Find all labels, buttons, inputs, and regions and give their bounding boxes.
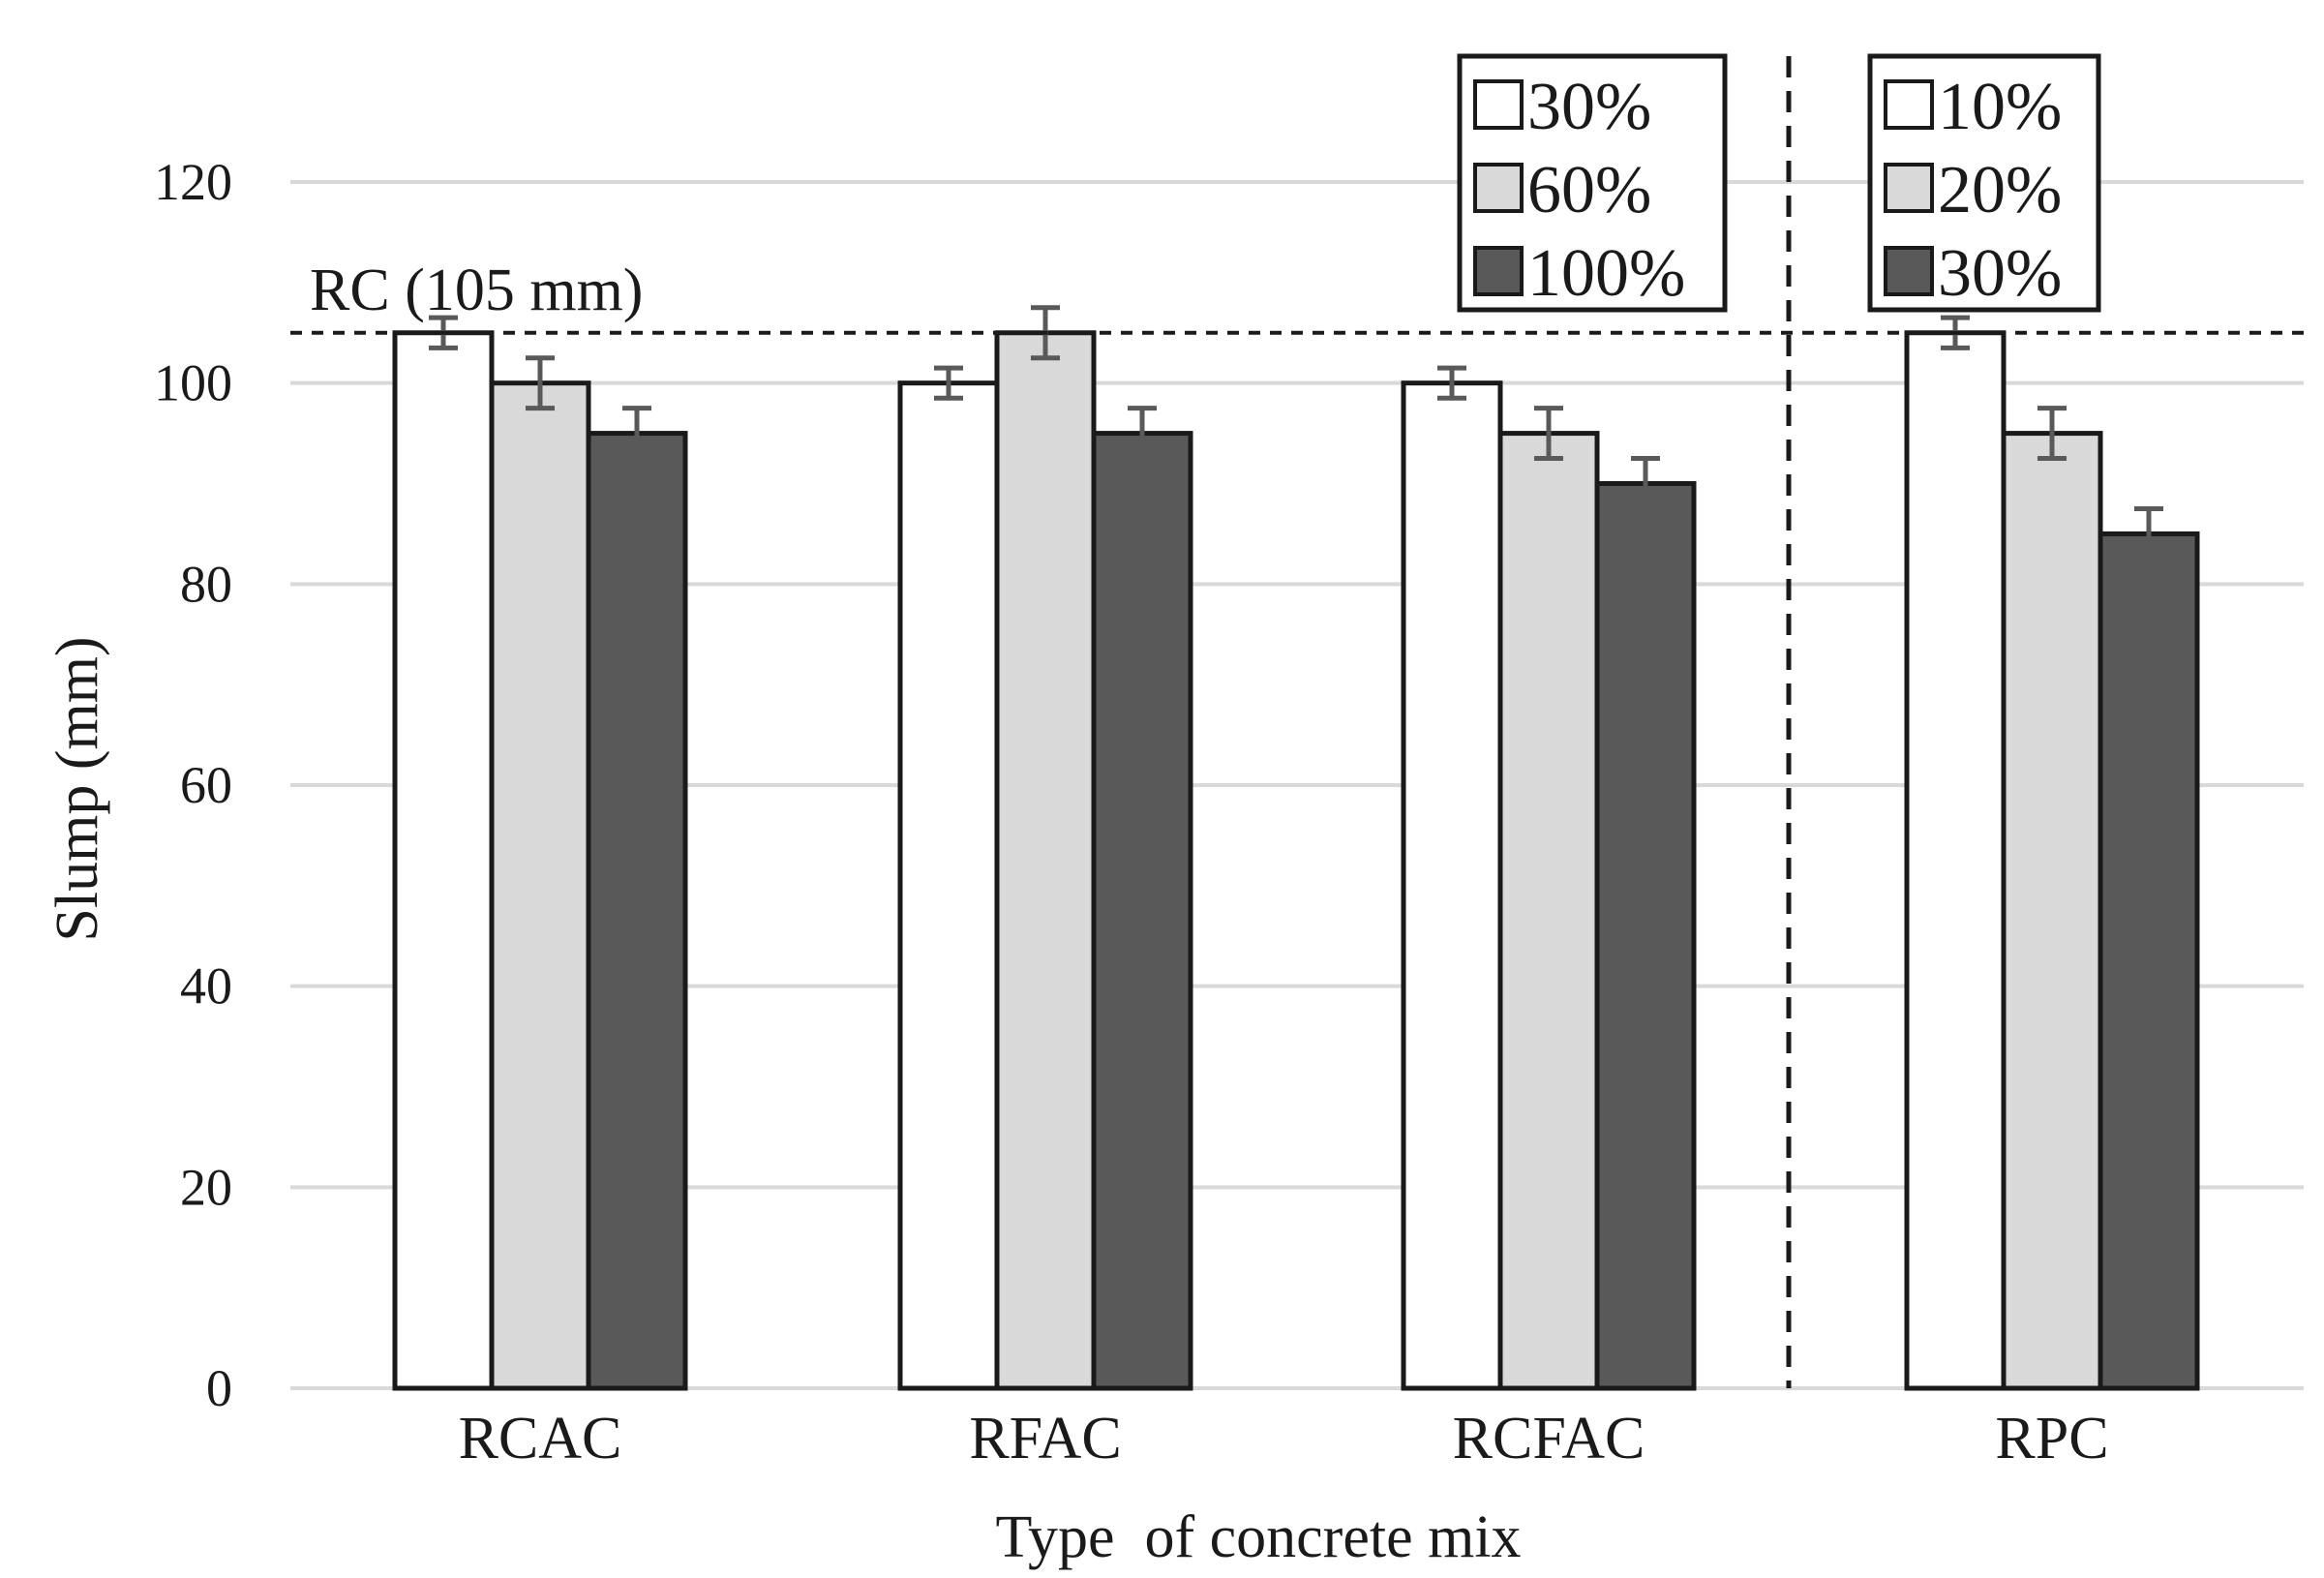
legend-swatch [1884, 246, 1934, 296]
reference-line-label: RC (105 mm) [310, 258, 643, 323]
legend-label-1-3: 100% [1527, 236, 1685, 311]
bar-rcac-3 [586, 431, 688, 1391]
legend-swatch [1473, 163, 1524, 213]
legends: 30% 60% 100% 10% 20% 30% [1457, 53, 2101, 313]
y-tick-label-60: 60 [180, 756, 232, 814]
x-axis-categories: RCAC RFAC RCFAC RPC [459, 1406, 2109, 1472]
legend-swatch [1884, 163, 1934, 213]
bar-rfac-1 [897, 380, 1000, 1391]
y-tick-label-80: 80 [180, 555, 232, 613]
legend-1: 30% 60% 100% [1457, 53, 1728, 313]
legend-label-1-1: 30% [1527, 70, 1651, 144]
bar-rpc-3 [2098, 531, 2200, 1391]
legend-label-2-3: 30% [1938, 236, 2062, 311]
bars [392, 330, 2200, 1391]
legend-swatch [1473, 246, 1524, 296]
legend-label-2-1: 10% [1938, 70, 2062, 144]
legend-swatch [1884, 79, 1934, 130]
bar-rcfac-2 [1497, 431, 1600, 1391]
y-tick-label-40: 40 [180, 957, 232, 1016]
error-bar-rfac-1 [934, 365, 963, 401]
error-bars [429, 305, 2163, 561]
x-category-rpc: RPC [1995, 1406, 2108, 1472]
error-bar-rcfac-1 [1437, 365, 1466, 401]
bar-rpc-1 [1904, 330, 2007, 1391]
error-bar-rcac-3 [622, 406, 651, 462]
error-bar-rfac-3 [1128, 406, 1157, 462]
y-tick-label-0: 0 [206, 1359, 232, 1417]
y-tick-label-20: 20 [180, 1158, 232, 1216]
error-bar-rcfac-2 [1534, 406, 1563, 462]
bar-rcfac-3 [1594, 481, 1697, 1391]
reference-line-group: RC (105 mm) [290, 56, 2304, 1388]
error-bar-rcac-2 [526, 355, 555, 411]
y-tick-label-100: 100 [154, 354, 232, 412]
legend-label-2-2: 20% [1938, 153, 2062, 228]
x-axis-title: Type of concrete mix [995, 1504, 1521, 1570]
y-axis-title: Slump (mm) [45, 636, 110, 941]
legend-label-1-2: 60% [1527, 153, 1651, 228]
y-axis-ticks: 0 20 40 60 80 100 120 [154, 153, 232, 1417]
bar-rcac-1 [392, 330, 495, 1391]
bar-rcac-2 [489, 380, 591, 1391]
x-category-rfac: RFAC [969, 1406, 1121, 1472]
bar-rpc-2 [2001, 431, 2103, 1391]
bar-rfac-3 [1091, 431, 1193, 1391]
bar-rfac-2 [994, 330, 1097, 1391]
error-bar-rpc-2 [2037, 406, 2067, 462]
x-category-rcac: RCAC [459, 1406, 622, 1472]
bar-rcfac-1 [1401, 380, 1503, 1391]
error-bar-rpc-3 [2134, 505, 2163, 561]
x-category-rcfac: RCFAC [1453, 1406, 1645, 1472]
error-bar-rcfac-3 [1631, 456, 1660, 511]
legend-swatch [1473, 79, 1524, 130]
y-tick-label-120: 120 [154, 153, 232, 211]
legend-2: 10% 20% 30% [1867, 53, 2101, 313]
